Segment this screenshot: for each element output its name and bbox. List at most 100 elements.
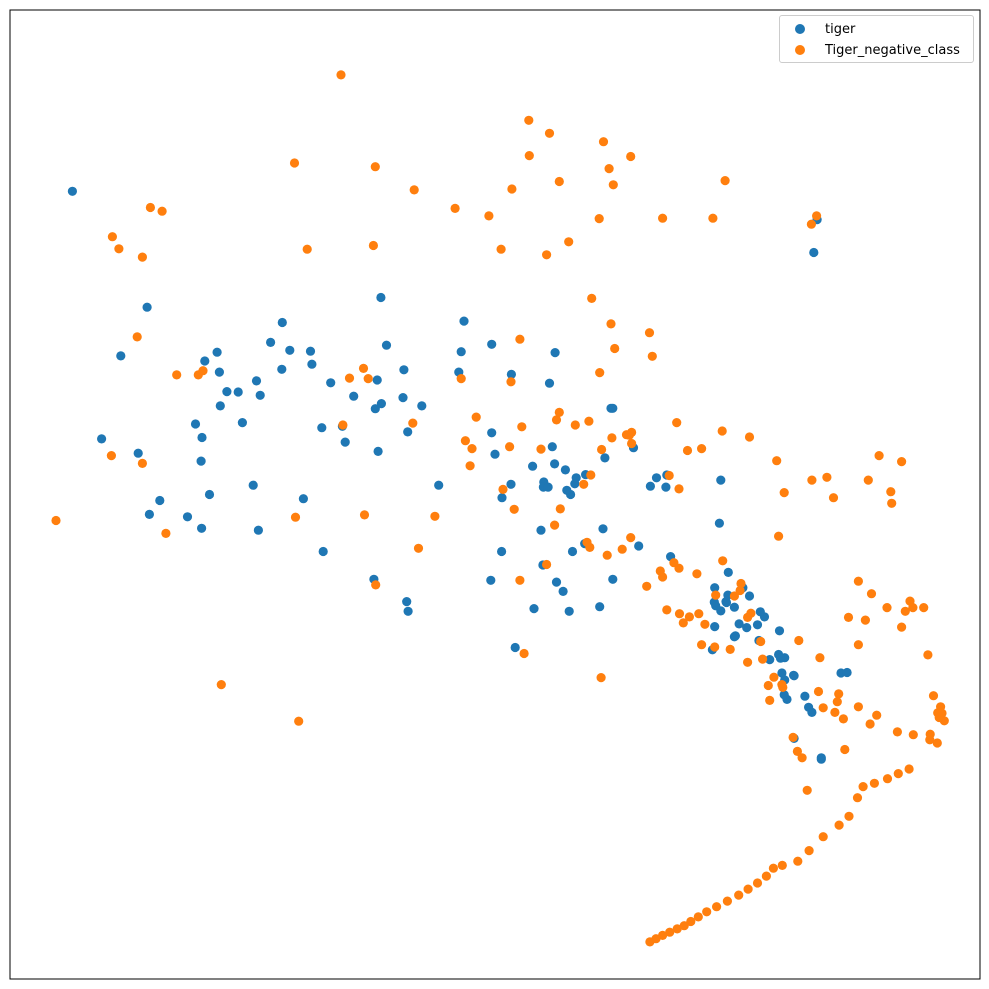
point-tiger-negative-class-98 [886, 487, 896, 497]
point-tiger-negative-class-55 [570, 420, 580, 430]
point-tiger-47 [398, 393, 408, 403]
point-tiger-negative-class-191 [777, 860, 787, 871]
point-tiger-negative-class-139 [866, 589, 877, 599]
point-tiger-28 [298, 494, 308, 504]
point-tiger-120 [742, 623, 752, 633]
point-tiger-negative-class-37 [471, 412, 481, 422]
point-tiger-negative-class-33 [456, 374, 466, 384]
point-tiger-75 [550, 459, 560, 469]
point-tiger-80 [570, 479, 580, 489]
point-tiger-negative-class-101 [900, 606, 910, 616]
point-tiger-negative-class-20 [338, 420, 348, 430]
point-tiger-negative-class-124 [587, 293, 597, 303]
point-tiger-negative-class-150 [674, 484, 684, 494]
point-tiger-negative-class-28 [408, 418, 418, 428]
series-tiger-negative-class [51, 70, 949, 947]
point-tiger-negative-class-187 [834, 820, 844, 830]
point-tiger-35 [340, 437, 350, 447]
point-tiger-negative-class-77 [717, 426, 727, 436]
point-tiger-negative-class-5 [137, 252, 147, 262]
point-tiger-negative-class-73 [678, 618, 688, 628]
point-tiger-negative-class-103 [908, 603, 918, 613]
point-tiger-negative-class-99 [887, 498, 897, 508]
point-tiger-negative-class-89 [797, 753, 807, 763]
point-tiger-62 [506, 479, 516, 489]
point-tiger-24 [266, 337, 276, 347]
point-tiger-107 [774, 626, 785, 636]
point-tiger-negative-class-192 [768, 863, 779, 873]
legend-entry-tiger: tiger [790, 20, 855, 38]
point-tiger-125 [716, 606, 726, 616]
point-tiger-7 [190, 419, 201, 429]
point-tiger-94 [634, 541, 644, 551]
point-tiger-negative-class-96 [865, 719, 875, 729]
point-tiger-negative-class-82 [756, 636, 766, 647]
point-tiger-negative-class-134 [822, 472, 832, 482]
point-tiger-negative-class-121 [484, 211, 494, 221]
point-tiger-negative-class-127 [672, 418, 682, 428]
point-tiger-negative-class-151 [664, 470, 674, 481]
point-tiger-negative-class-164 [710, 642, 720, 652]
point-tiger-negative-class-21 [358, 363, 369, 373]
point-tiger-negative-class-0 [51, 515, 61, 526]
point-tiger-98 [710, 583, 720, 593]
point-tiger-negative-class-10 [172, 370, 182, 380]
point-tiger-78 [558, 586, 568, 597]
point-tiger-negative-class-60 [598, 137, 609, 147]
point-tiger-82 [564, 606, 574, 616]
point-tiger-19 [255, 390, 265, 400]
point-tiger-negative-class-145 [794, 635, 804, 646]
point-tiger-negative-class-41 [505, 442, 515, 452]
point-tiger-5 [155, 495, 165, 506]
point-tiger-54 [487, 339, 497, 349]
point-tiger-48 [399, 365, 409, 375]
point-tiger-67 [536, 525, 546, 535]
point-tiger-negative-class-8 [157, 206, 167, 216]
point-tiger-negative-class-74 [682, 445, 693, 456]
point-tiger-negative-class-122 [496, 244, 506, 254]
point-tiger-21 [251, 376, 262, 386]
point-tiger-42 [373, 446, 383, 456]
point-tiger-50 [434, 480, 444, 490]
point-tiger-108 [777, 668, 787, 678]
point-tiger-8 [196, 456, 206, 466]
point-tiger-11 [214, 367, 224, 377]
point-tiger-negative-class-178 [937, 708, 947, 718]
point-tiger-negative-class-2 [137, 458, 147, 468]
point-tiger-negative-class-57 [586, 470, 596, 480]
point-tiger-74 [560, 465, 571, 475]
point-tiger-negative-class-26 [359, 510, 370, 520]
point-tiger-20 [237, 418, 247, 428]
point-tiger-negative-class-201 [686, 916, 696, 927]
point-tiger-negative-class-113 [708, 213, 718, 223]
point-tiger-negative-class-189 [804, 846, 814, 856]
point-tiger-2 [116, 351, 126, 361]
point-tiger-86 [598, 524, 608, 534]
point-tiger-negative-class-181 [893, 769, 903, 779]
point-tiger-negative-class-171 [853, 702, 864, 712]
point-tiger-36 [370, 404, 380, 414]
legend-marker-tiger [795, 24, 805, 34]
point-tiger-negative-class-138 [843, 612, 854, 623]
point-tiger-negative-class-136 [863, 475, 873, 485]
point-tiger-33 [318, 546, 328, 557]
point-tiger-81 [551, 577, 562, 587]
point-tiger-43 [376, 399, 386, 409]
point-tiger-negative-class-43 [509, 504, 519, 514]
point-tiger-negative-class-200 [693, 912, 703, 922]
point-tiger-71 [543, 482, 553, 492]
point-tiger-negative-class-123 [564, 237, 574, 247]
point-tiger-negative-class-194 [752, 878, 763, 888]
point-tiger-40 [372, 375, 382, 385]
point-tiger-121 [729, 602, 740, 612]
point-tiger-negative-class-38 [498, 484, 508, 494]
point-tiger-55 [487, 428, 497, 438]
legend-entry-tiger-negative-class: Tiger_negative_class [790, 41, 960, 59]
point-tiger-12 [212, 347, 222, 357]
point-tiger-negative-class-69 [658, 572, 668, 582]
point-tiger-negative-class-132 [774, 531, 784, 541]
point-tiger-negative-class-146 [743, 612, 753, 623]
point-tiger-negative-class-104 [919, 603, 929, 613]
point-tiger-negative-class-90 [802, 785, 812, 795]
